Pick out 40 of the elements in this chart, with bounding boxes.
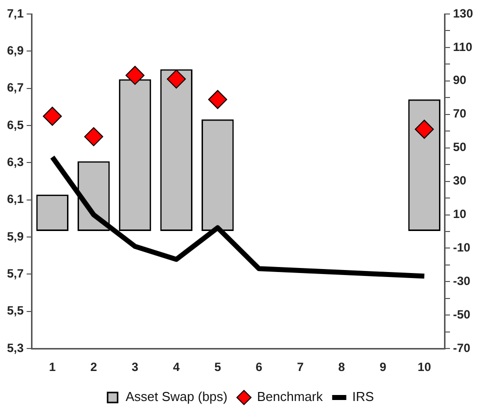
y-tick-label: 5,3 bbox=[6, 340, 24, 355]
point bbox=[166, 70, 186, 89]
y-tick-label: 6,5 bbox=[6, 118, 24, 132]
y2-tick-label: 70 bbox=[452, 106, 467, 121]
y-tick-label: 5,5 bbox=[6, 304, 24, 318]
x-tick-label: 4 bbox=[172, 360, 180, 374]
x-tick-label: 5 bbox=[214, 360, 222, 374]
y-tick-label: 5,7 bbox=[6, 266, 24, 281]
x-tick-label: 10 bbox=[418, 360, 432, 374]
point bbox=[414, 120, 434, 139]
x-tick-label: 9 bbox=[380, 360, 387, 374]
y2-tick-label: 10 bbox=[452, 207, 467, 222]
x-tick-label: 6 bbox=[256, 360, 263, 374]
point bbox=[84, 127, 104, 146]
y2-tick-label: 130 bbox=[452, 6, 474, 20]
y-tick-label: 6,9 bbox=[6, 43, 24, 58]
x-tick-label: 1 bbox=[49, 360, 56, 374]
x-tick-label: 2 bbox=[90, 360, 98, 374]
y2-tick-label: 30 bbox=[452, 174, 467, 188]
y2-tick-label: -70 bbox=[452, 340, 471, 355]
x-tick-label: 8 bbox=[338, 360, 346, 374]
y2-tick-label: 90 bbox=[452, 73, 467, 88]
y2-tick-label: 50 bbox=[452, 140, 467, 154]
x-tick-label: 3 bbox=[132, 360, 139, 374]
y-tick-label: 5,9 bbox=[6, 229, 24, 244]
point bbox=[208, 90, 228, 110]
point bbox=[126, 66, 145, 85]
legend-label: IRS bbox=[352, 389, 374, 404]
y2-tick-label: 110 bbox=[452, 40, 473, 54]
y-tick-label: 6,1 bbox=[6, 192, 24, 206]
legend-label: Benchmark bbox=[256, 389, 324, 404]
y2-tick-label: -30 bbox=[452, 274, 471, 288]
y-tick-label: 7,1 bbox=[6, 6, 24, 20]
x-tick-label: 7 bbox=[296, 360, 304, 374]
y2-tick-label: -10 bbox=[452, 240, 471, 255]
y2-tick-label: -50 bbox=[452, 307, 471, 322]
y-tick-label: 6,7 bbox=[6, 80, 24, 95]
point bbox=[42, 106, 62, 126]
legend-label: Asset Swap (bps) bbox=[126, 389, 228, 404]
y-tick-label: 6,3 bbox=[6, 155, 24, 170]
